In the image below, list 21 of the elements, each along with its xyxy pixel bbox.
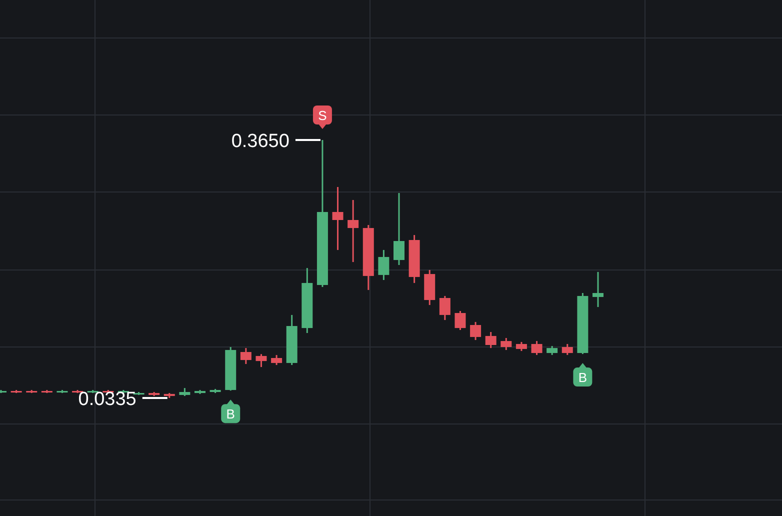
- candlestick: [332, 186, 344, 251]
- candlestick: [485, 331, 496, 349]
- annotation: B: [226, 406, 235, 422]
- annotation: 0.0335: [78, 389, 136, 410]
- candlestick: [531, 340, 542, 356]
- candlestick: [516, 341, 527, 352]
- candlestick: [470, 321, 482, 341]
- annotation: B: [578, 370, 588, 386]
- candlestick: [240, 347, 252, 365]
- candlestick: [348, 199, 359, 263]
- candlestick: [271, 354, 282, 366]
- candlestick: [394, 192, 404, 266]
- candlestick: [439, 295, 450, 321]
- annotation: S: [318, 108, 328, 123]
- candlestick: [562, 343, 573, 356]
- annotation: 0.3650: [231, 131, 290, 152]
- candlestick: [378, 249, 390, 281]
- candlestick: [256, 353, 267, 368]
- candlestick: [500, 337, 512, 351]
- candlestick: [592, 271, 604, 308]
- candlestick: [454, 310, 466, 331]
